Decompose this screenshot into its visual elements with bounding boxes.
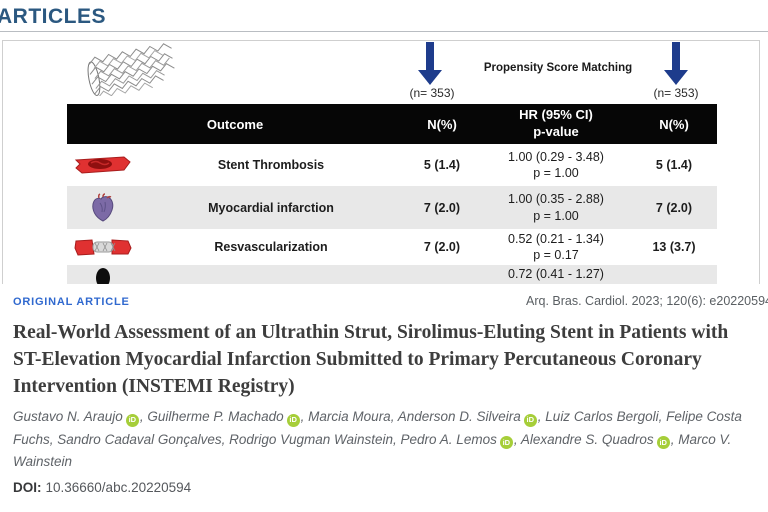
outcome-label: Myocardial infarction	[208, 200, 334, 215]
table-row: Myocardial infarction 7 (2.0) 1.00 (0.35…	[67, 186, 717, 229]
column-header-n-right: N(%)	[659, 116, 689, 132]
hr-value: 0.72 (0.41 - 1.27)	[508, 267, 604, 281]
n-left-value: 7 (2.0)	[423, 240, 461, 254]
column-header-hr: HR (95% CI) p-value	[519, 107, 593, 139]
journal-citation: Arq. Bras. Cardiol. 2023; 120(6): e20220…	[526, 294, 768, 308]
author-name: Marcia Moura	[308, 409, 391, 424]
left-arm-sample-size: (n= 353)	[409, 86, 455, 100]
down-arrow-icon	[417, 42, 443, 91]
page-title: ARTICLES	[0, 5, 106, 28]
table-header-row: Outcome N(%) HR (95% CI) p-value N(%)	[67, 104, 717, 144]
column-header-n-left: N(%)	[427, 116, 457, 132]
stent-illustration-icon	[85, 42, 203, 101]
hr-value: 1.00 (0.29 - 3.48) p = 1.00	[508, 149, 604, 180]
orcid-icon[interactable]: iD	[286, 413, 300, 427]
hr-value: 1.00 (0.35 - 2.88) p = 1.00	[508, 192, 604, 223]
person-icon	[67, 265, 139, 284]
author-name: Luiz Carlos Bergoli	[545, 409, 659, 424]
orcid-icon[interactable]: iD	[656, 436, 670, 450]
stented-artery-icon	[67, 237, 139, 257]
author-name: Sandro Cadaval Gonçalves	[57, 431, 222, 447]
right-arm-sample-size: (n= 353)	[653, 86, 699, 100]
author-name: Pedro A. Lemos	[400, 431, 497, 447]
orcid-icon[interactable]: iD	[499, 436, 513, 450]
author-name: Rodrigo Vugman Wainstein	[229, 431, 394, 447]
graphical-abstract: Propensity Score Matching (n= 353) (n= 3…	[2, 40, 760, 284]
propensity-score-matching-label: Propensity Score Matching	[483, 62, 633, 74]
author-name: Felipe Costa Fuchs	[13, 409, 742, 447]
article-title-link[interactable]: Real-World Assessment of an Ultrathin St…	[13, 322, 729, 397]
n-right-value: 13 (3.7)	[652, 240, 696, 254]
down-arrow-icon	[663, 42, 689, 91]
n-right-value: 5 (1.4)	[655, 158, 693, 172]
hr-value: 0.52 (0.21 - 1.34) p = 0.17	[508, 231, 604, 262]
n-right-value: 7 (2.0)	[655, 200, 693, 215]
author-name: Alexandre S. Quadros	[520, 431, 654, 447]
author-name: Anderson D. Silveira	[397, 409, 521, 424]
author-list: Gustavo N. Araujo iD, Guilherme P. Machad…	[13, 409, 742, 470]
outcome-label: Stent Thrombosis	[217, 158, 325, 172]
table-row: Stent Thrombosis 5 (1.4) 1.00 (0.29 - 3.…	[67, 144, 717, 186]
divider	[0, 31, 768, 32]
column-header-outcome: Outcome	[206, 116, 264, 132]
table-row: 0.72 (0.41 - 1.27)	[67, 265, 717, 284]
heart-icon	[67, 192, 139, 223]
doi-value[interactable]: 10.36660/abc.20220594	[45, 480, 192, 495]
orcid-icon[interactable]: iD	[125, 413, 139, 427]
outcome-label: Resvascularization	[214, 240, 328, 254]
outcomes-table: Outcome N(%) HR (95% CI) p-value N(%)	[67, 104, 717, 284]
orcid-icon[interactable]: iD	[523, 413, 537, 427]
doi-label: DOI:	[13, 480, 42, 495]
author-name: Marco V. Wainstein	[13, 431, 732, 470]
n-left-value: 7 (2.0)	[423, 200, 461, 215]
article-type-label: ORIGINAL ARTICLE	[13, 296, 130, 308]
n-left-value: 5 (1.4)	[423, 158, 461, 172]
table-row: Resvascularization 7 (2.0) 0.52 (0.21 - …	[67, 229, 717, 265]
doi-line: DOI: 10.36660/abc.20220594	[13, 480, 191, 495]
author-name: Guilherme P. Machado	[147, 409, 284, 424]
author-name: Gustavo N. Araujo	[13, 409, 123, 424]
thrombosed-artery-icon	[67, 154, 139, 176]
